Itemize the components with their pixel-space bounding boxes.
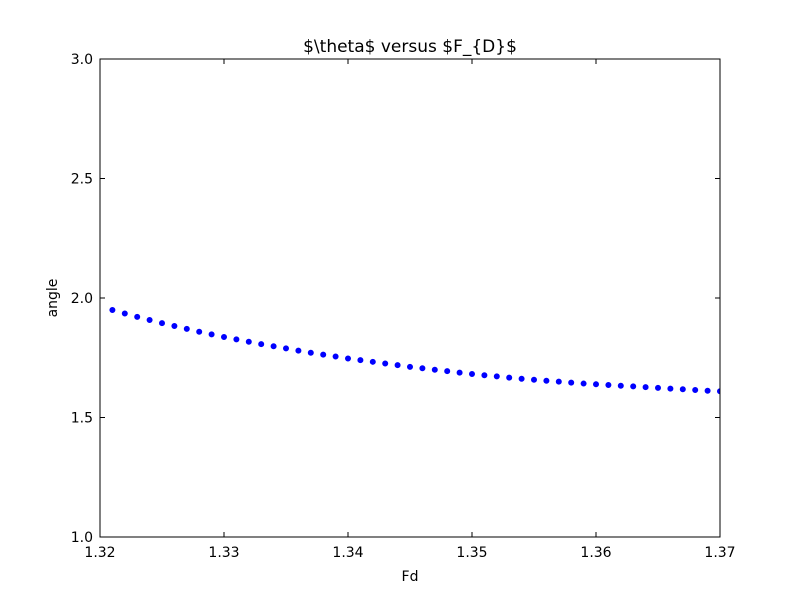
y-tick-labels: 1.0 1.5 2.0 2.5 3.0: [71, 52, 93, 546]
y-tick-label: 2.0: [71, 291, 93, 307]
data-point: [605, 381, 612, 388]
y-tick-label: 2.5: [71, 172, 93, 188]
data-point: [543, 377, 550, 384]
data-point: [679, 386, 686, 393]
plot-frame: [99, 58, 721, 538]
data-point: [283, 345, 289, 352]
data-point: [580, 380, 587, 387]
data-point: [171, 322, 178, 329]
y-axis-label: angle: [45, 279, 61, 318]
data-point: [357, 357, 364, 364]
data-point: [617, 382, 624, 389]
data-point: [146, 316, 153, 323]
data-point: [121, 310, 128, 317]
y-tick-label: 3.0: [71, 52, 93, 68]
axis-ticks: [99, 58, 721, 538]
data-point: [642, 384, 649, 391]
data-point: [568, 379, 575, 386]
data-point: [493, 373, 500, 380]
data-point: [531, 376, 537, 383]
data-point: [382, 360, 389, 367]
data-point: [456, 369, 463, 376]
data-point: [630, 383, 637, 390]
data-point: [270, 343, 277, 350]
data-point: [704, 387, 711, 394]
data-point: [394, 362, 401, 369]
data-point: [419, 365, 426, 372]
x-tick-label: 1.32: [84, 545, 115, 561]
x-tick-label: 1.33: [208, 545, 239, 561]
data-point: [506, 374, 513, 381]
data-point: [208, 331, 215, 338]
data-point: [369, 358, 376, 365]
data-point: [593, 381, 599, 388]
data-point: [332, 353, 339, 360]
data-point: [469, 371, 475, 378]
data-point: [444, 368, 451, 375]
data-point: [307, 349, 314, 356]
data-point: [407, 363, 413, 370]
data-point: [221, 333, 227, 340]
y-tick-label: 1.0: [71, 530, 93, 546]
data-point: [518, 375, 525, 382]
data-point: [134, 313, 141, 320]
x-tick-label: 1.34: [332, 545, 363, 561]
data-point: [431, 366, 438, 373]
data-point: [109, 306, 116, 313]
data-point: [233, 336, 240, 343]
x-tick-label: 1.36: [580, 545, 611, 561]
data-point: [245, 338, 252, 345]
x-tick-label: 1.37: [704, 545, 735, 561]
data-point: [555, 378, 562, 385]
chart-title: $\theta$ versus $F_{D}$: [303, 37, 517, 57]
y-tick-label: 1.5: [71, 411, 93, 427]
data-point: [655, 384, 661, 391]
data-point: [345, 355, 351, 362]
data-point: [258, 341, 265, 348]
x-tick-label: 1.35: [456, 545, 487, 561]
data-point: [692, 387, 699, 394]
data-point: [295, 347, 302, 354]
data-points: [109, 306, 720, 395]
data-point: [159, 320, 165, 327]
data-point: [481, 372, 488, 379]
x-tick-labels: 1.32 1.33 1.34 1.35 1.36 1.37: [84, 545, 735, 561]
data-point: [196, 328, 203, 335]
x-axis-label: Fd: [402, 569, 419, 585]
data-point: [717, 388, 720, 395]
data-point: [320, 351, 327, 358]
data-point: [183, 325, 190, 332]
data-point: [667, 385, 674, 392]
